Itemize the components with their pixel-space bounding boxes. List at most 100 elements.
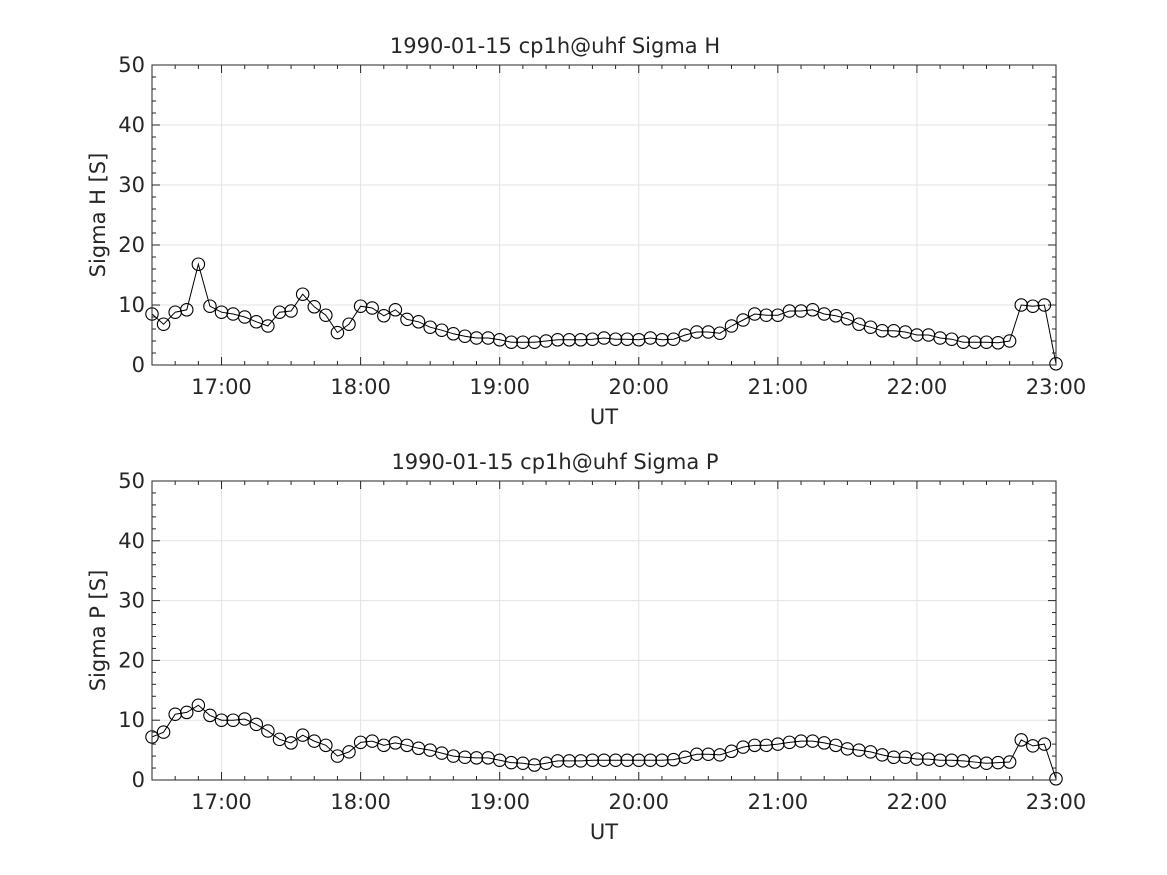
- y-tick-label: 30: [118, 589, 145, 613]
- data-point: [655, 333, 669, 347]
- data-point: [214, 713, 229, 727]
- y-tick-label: 0: [132, 353, 145, 377]
- data-point: [284, 736, 298, 750]
- data-point: [689, 325, 704, 339]
- y-axis-label: Sigma P [S]: [86, 570, 110, 692]
- x-tick-label: 20:00: [609, 790, 670, 814]
- y-tick-label: 10: [118, 708, 145, 732]
- data-point: [724, 744, 739, 759]
- data-point: [469, 331, 484, 345]
- data-point: [979, 756, 994, 771]
- series-line: [151, 262, 1057, 364]
- data-point: [353, 735, 368, 750]
- data-point: [608, 753, 623, 768]
- x-tick-label: 19:00: [469, 790, 530, 814]
- data-point: [944, 753, 959, 768]
- data-point: [620, 332, 634, 346]
- data-point: [933, 753, 947, 768]
- data-point: [527, 335, 542, 349]
- series-line: [151, 704, 1057, 779]
- data-point: [794, 734, 808, 748]
- data-point: [180, 303, 194, 317]
- data-point: [666, 332, 681, 346]
- data-point: [261, 724, 275, 738]
- data-point: [365, 734, 379, 748]
- data-point: [771, 308, 785, 322]
- y-tick-label: 30: [118, 173, 145, 197]
- data-point: [319, 738, 333, 753]
- data-point: [956, 335, 971, 349]
- data-point: [713, 326, 727, 340]
- data-point: [608, 332, 623, 346]
- data-point: [921, 752, 936, 766]
- data-point: [180, 705, 194, 720]
- y-tick-label: 50: [118, 53, 145, 77]
- data-point: [910, 328, 924, 342]
- plot-frame: [151, 480, 1057, 781]
- data-point: [597, 753, 611, 768]
- data-point: [516, 335, 530, 349]
- data-point: [805, 303, 820, 317]
- x-tick-label: 21:00: [748, 790, 809, 814]
- data-point: [782, 735, 797, 750]
- data-point: [736, 313, 750, 327]
- data-point: [319, 308, 333, 322]
- data-point: [237, 712, 252, 726]
- data-point: [237, 310, 252, 324]
- data-point: [307, 300, 322, 314]
- y-tick-label: 40: [118, 113, 145, 137]
- data-point: [875, 324, 889, 338]
- data-point: [226, 713, 240, 727]
- data-point: [574, 754, 588, 768]
- data-point: [759, 738, 774, 753]
- data-point: [504, 755, 519, 770]
- data-point: [446, 749, 461, 763]
- data-point: [968, 335, 982, 349]
- data-point: [156, 317, 171, 331]
- x-tick-label: 23:00: [1026, 375, 1087, 399]
- data-point: [724, 319, 739, 333]
- data-point: [550, 754, 565, 768]
- data-point: [701, 747, 716, 762]
- data-point: [968, 755, 982, 769]
- data-point: [191, 257, 206, 271]
- chart-title: 1990-01-15 cp1h@uhf Sigma P: [391, 450, 718, 474]
- data-point: [840, 742, 855, 756]
- x-axis-label: UT: [590, 405, 618, 429]
- x-tick-label: 22:00: [887, 790, 948, 814]
- x-tick-label: 17:00: [191, 790, 252, 814]
- y-tick-label: 20: [118, 648, 145, 672]
- data-point: [655, 753, 669, 768]
- x-tick-label: 19:00: [469, 375, 530, 399]
- data-point: [933, 331, 947, 345]
- data-point: [342, 745, 356, 759]
- data-point: [272, 305, 287, 319]
- data-point: [330, 749, 345, 763]
- data-point: [886, 324, 901, 338]
- x-tick-label: 18:00: [330, 375, 391, 399]
- data-point: [249, 717, 264, 732]
- x-tick-label: 22:00: [887, 375, 948, 399]
- x-tick-label: 20:00: [609, 375, 670, 399]
- data-point: [261, 319, 275, 333]
- y-tick-label: 50: [118, 469, 145, 493]
- x-tick-label: 18:00: [330, 790, 391, 814]
- data-point: [377, 309, 391, 323]
- data-point: [1002, 334, 1017, 348]
- data-point: [388, 303, 403, 317]
- data-point: [1014, 298, 1028, 312]
- data-point: [701, 325, 716, 339]
- data-point: [585, 753, 600, 768]
- data-point: [991, 755, 1005, 770]
- data-point: [794, 304, 808, 318]
- data-point: [365, 301, 379, 315]
- data-point: [574, 333, 588, 347]
- x-tick-label: 21:00: [748, 375, 809, 399]
- y-tick-label: 20: [118, 233, 145, 257]
- data-point: [562, 754, 576, 768]
- y-axis-label: Sigma H [S]: [86, 153, 110, 278]
- data-point: [1037, 737, 1052, 751]
- data-point: [620, 753, 634, 768]
- data-point: [597, 331, 611, 345]
- data-point: [458, 750, 472, 765]
